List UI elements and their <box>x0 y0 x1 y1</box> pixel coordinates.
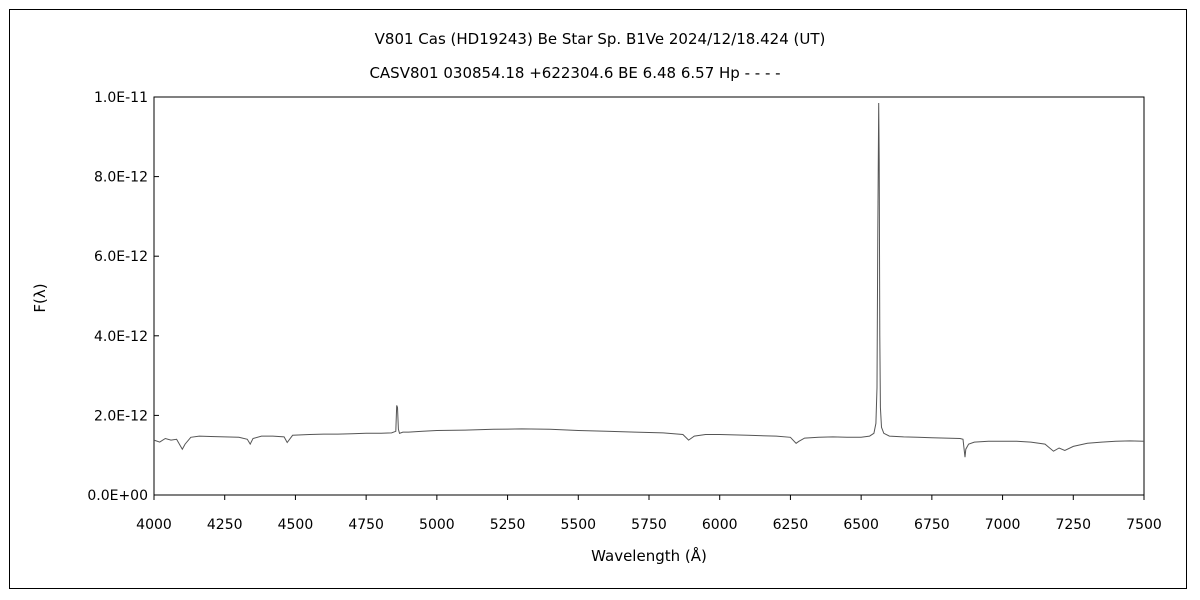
y-axis-label: F(λ) <box>31 283 49 312</box>
x-tick-label: 4000 <box>136 517 172 533</box>
y-tick-label: 1.0E-11 <box>94 90 148 106</box>
x-tick-label: 4250 <box>207 517 243 533</box>
x-tick-label: 5000 <box>419 517 455 533</box>
y-tick-label: 8.0E-12 <box>94 170 148 186</box>
spectrum-line <box>153 102 1145 458</box>
x-tick-label: 4750 <box>348 517 384 533</box>
y-tick-label: 4.0E-12 <box>94 329 148 345</box>
x-tick-label: 4500 <box>278 517 314 533</box>
x-tick-label: 5250 <box>490 517 526 533</box>
x-tick-label: 6500 <box>843 517 879 533</box>
x-tick-label: 7500 <box>1126 517 1162 533</box>
x-tick-label: 6250 <box>773 517 809 533</box>
chart-subtitle: CASV801 030854.18 +622304.6 BE 6.48 6.57… <box>369 64 780 82</box>
y-tick-label: 0.0E+00 <box>87 488 148 504</box>
x-axis-label: Wavelength (Å) <box>591 546 707 565</box>
x-tick-label: 6750 <box>914 517 950 533</box>
x-axis: 4000 4250 4500 4750 5000 5250 5500 5750 6000 6250… <box>136 495 1162 533</box>
x-tick-label: 5500 <box>560 517 596 533</box>
x-tick-label: 7000 <box>985 517 1021 533</box>
y-axis: 0.0E+00 2.0E-12 4.0E-12 6.0E-12 8.0E-12 1.0E-… <box>87 90 159 504</box>
chart-frame <box>9 9 1187 589</box>
x-tick-label: 7250 <box>1055 517 1091 533</box>
y-tick-label: 6.0E-12 <box>94 249 148 265</box>
x-tick-label: 5750 <box>631 517 667 533</box>
chart-title: V801 Cas (HD19243) Be Star Sp. B1Ve 2024… <box>375 30 826 48</box>
x-tick-label: 6000 <box>702 517 738 533</box>
y-tick-label: 2.0E-12 <box>94 408 148 424</box>
